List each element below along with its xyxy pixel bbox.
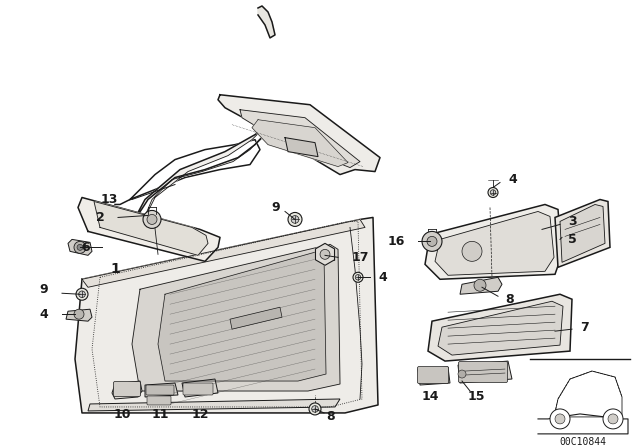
Text: 11: 11 [151,409,169,422]
Circle shape [555,414,565,424]
Circle shape [79,291,85,297]
Circle shape [320,250,330,259]
Circle shape [458,370,466,378]
Text: 12: 12 [191,409,209,422]
Circle shape [74,309,84,319]
Text: 7: 7 [580,321,589,334]
Polygon shape [425,204,562,279]
Polygon shape [316,243,335,265]
Circle shape [488,188,498,198]
Polygon shape [182,379,218,397]
Polygon shape [438,301,563,355]
FancyBboxPatch shape [113,382,141,396]
Text: 3: 3 [568,215,577,228]
Circle shape [462,241,482,261]
Text: 4: 4 [378,271,387,284]
FancyBboxPatch shape [146,385,174,395]
Polygon shape [418,367,450,385]
Polygon shape [230,307,282,329]
Text: 5: 5 [568,233,577,246]
Circle shape [312,405,318,412]
Text: 1: 1 [110,263,120,276]
Circle shape [550,409,570,429]
Polygon shape [435,211,554,275]
Text: 2: 2 [96,211,105,224]
Circle shape [76,288,88,300]
Text: 8: 8 [505,293,514,306]
Circle shape [288,212,302,226]
Polygon shape [88,399,340,411]
Polygon shape [78,198,220,261]
FancyBboxPatch shape [417,366,449,383]
Circle shape [608,414,618,424]
Polygon shape [75,217,378,413]
Circle shape [143,211,161,228]
Polygon shape [66,309,92,321]
Polygon shape [112,381,142,399]
FancyBboxPatch shape [458,362,508,383]
Circle shape [309,403,321,415]
Polygon shape [428,294,572,361]
FancyBboxPatch shape [147,396,171,405]
Text: 10: 10 [113,409,131,422]
Polygon shape [158,251,326,381]
Text: 9: 9 [40,283,48,296]
Text: 8: 8 [326,410,335,423]
Circle shape [147,215,157,224]
Circle shape [427,237,437,246]
Circle shape [490,190,496,195]
Circle shape [353,272,363,282]
FancyBboxPatch shape [183,383,213,395]
Text: 16: 16 [388,235,405,248]
Polygon shape [68,239,92,255]
Circle shape [603,409,623,429]
Polygon shape [130,125,270,228]
Text: 9: 9 [271,201,280,214]
Text: 14: 14 [421,391,439,404]
Polygon shape [240,110,360,168]
Polygon shape [458,361,512,383]
Circle shape [77,244,83,250]
Polygon shape [258,6,275,38]
Circle shape [355,275,361,280]
Circle shape [422,232,442,251]
Text: 15: 15 [468,391,486,404]
Polygon shape [132,244,340,391]
Polygon shape [460,277,502,294]
Circle shape [291,215,299,223]
Circle shape [474,279,486,291]
Polygon shape [82,220,365,287]
Text: 17: 17 [352,251,369,264]
Text: 00C10844: 00C10844 [559,437,607,447]
Text: 6: 6 [81,241,90,254]
Polygon shape [145,383,178,397]
Circle shape [74,241,86,254]
Polygon shape [218,95,380,175]
Polygon shape [252,120,348,167]
Text: 4: 4 [508,173,516,186]
Text: 13: 13 [100,193,118,206]
Polygon shape [285,138,318,157]
Polygon shape [94,202,208,255]
Text: 4: 4 [39,308,48,321]
Polygon shape [560,204,605,263]
Polygon shape [555,199,610,267]
